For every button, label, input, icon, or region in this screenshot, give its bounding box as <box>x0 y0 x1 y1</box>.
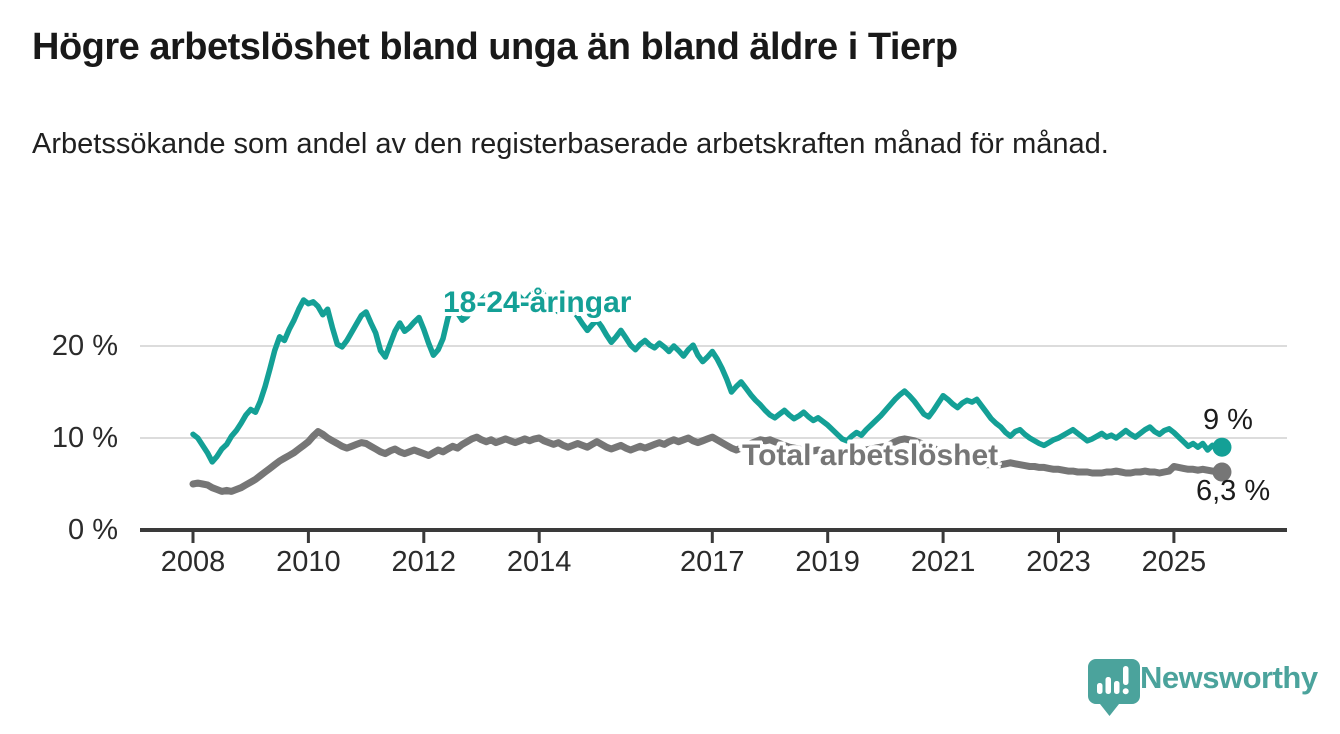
y-axis-label-10: 10 % <box>51 422 118 454</box>
page-title: Högre arbetslöshet bland unga än bland ä… <box>32 26 958 68</box>
logo-exclamation-dot <box>1122 688 1129 695</box>
newsworthy-logo-icon <box>1088 659 1140 716</box>
end-value-label-total: 6,3 % <box>1196 475 1271 507</box>
series-label-youth: 18-24-åringar <box>443 286 632 319</box>
series-end-dot-total <box>1212 462 1232 482</box>
logo-bar-2 <box>1105 677 1111 694</box>
x-axis-label-2021: 2021 <box>910 546 976 578</box>
x-axis-label-2025: 2025 <box>1141 546 1207 578</box>
x-axis-ticks <box>191 530 1176 543</box>
x-axis-label-2008: 2008 <box>160 546 226 578</box>
series-line-total <box>189 428 1226 495</box>
series-line-youth <box>190 286 1225 465</box>
x-axis-label-2010: 2010 <box>276 546 341 578</box>
y-axis-label-0: 0 % <box>68 514 118 546</box>
x-axis-label-2014: 2014 <box>506 546 572 578</box>
logo-exclamation-stroke <box>1123 666 1129 685</box>
series-end-dot-youth <box>1212 437 1232 457</box>
y-axis-label-20: 20 % <box>51 330 118 362</box>
x-axis-label-2017: 2017 <box>680 546 745 578</box>
gridlines <box>140 345 1287 439</box>
logo-bar-3 <box>1114 681 1120 694</box>
chart-subtitle: Arbetssökande som andel av den registerb… <box>32 128 1109 160</box>
x-axis-label-2019: 2019 <box>795 546 860 578</box>
logo-bar-1 <box>1097 683 1103 694</box>
x-axis-label-2012: 2012 <box>391 546 457 578</box>
series-label-total: Total arbetslöshet <box>742 439 999 472</box>
newsworthy-logo-text: Newsworthy <box>1140 660 1318 695</box>
end-value-label-youth: 9 % <box>1203 404 1253 436</box>
x-axis-label-2023: 2023 <box>1026 546 1091 578</box>
